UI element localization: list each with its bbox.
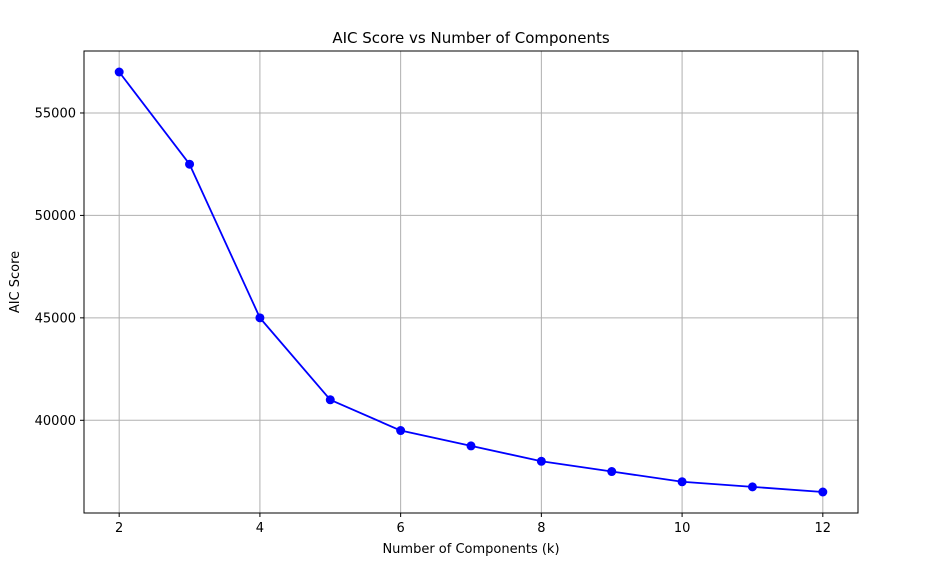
data-point: [677, 477, 687, 487]
data-point: [185, 159, 195, 169]
x-tick-label: 4: [256, 521, 264, 536]
x-tick-label: 6: [396, 521, 404, 536]
y-tick-label: 55000: [35, 106, 76, 121]
data-point: [396, 426, 406, 436]
y-tick-label: 50000: [35, 209, 76, 224]
data-point: [818, 487, 828, 497]
y-tick-label: 45000: [35, 311, 76, 326]
y-tick-label: 40000: [35, 414, 76, 429]
x-tick-label: 2: [115, 521, 123, 536]
plot-frame: [83, 50, 859, 514]
data-point: [536, 456, 546, 466]
data-point: [466, 441, 476, 451]
y-axis-label: AIC Score: [8, 251, 23, 313]
series: [114, 67, 828, 497]
x-tick-label: 10: [674, 521, 691, 536]
data-point: [114, 67, 124, 77]
x-axis-label: Number of Components (k): [382, 542, 559, 557]
grid: [84, 51, 858, 513]
data-point: [747, 482, 757, 492]
data-point: [607, 467, 617, 477]
x-tick-label: 12: [815, 521, 832, 536]
data-point: [255, 313, 265, 323]
chart-title: AIC Score vs Number of Components: [332, 29, 610, 47]
data-point: [325, 395, 335, 405]
x-tick-label: 8: [537, 521, 545, 536]
axis-ticks: 2 4 6 8 10 12 40000 45000 50000 55000: [35, 106, 831, 536]
